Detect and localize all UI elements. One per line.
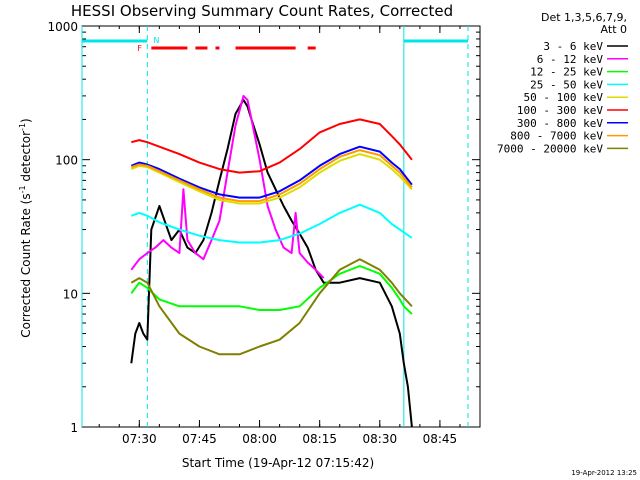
x-axis-label: Start Time (19-Apr-12 07:15:42) (182, 456, 374, 470)
series-line (130, 258, 413, 356)
x-tick-label: 07:45 (182, 432, 217, 446)
series-line (130, 149, 413, 203)
chart-title: HESSI Observing Summary Count Rates, Cor… (71, 2, 453, 20)
series-line (131, 118, 413, 174)
y-axis-label-main: Corrected Count Rate (s (19, 193, 33, 337)
legend-item-label: 3 - 6 keV (543, 40, 603, 53)
y-tick-label: 1000 (47, 20, 78, 34)
series-line (130, 203, 413, 244)
series-line (130, 94, 325, 279)
legend-item-label: 7000 - 20000 keV (497, 142, 603, 155)
flare-flag-label: F (137, 44, 142, 53)
y-tick-label: 100 (55, 154, 78, 168)
series-line (130, 265, 413, 315)
y-axis-label: Corrected Count Rate (s-1 detector-1) (18, 118, 33, 337)
legend-item-label: 800 - 7000 keV (510, 130, 603, 143)
legend-item-label: 300 - 800 keV (517, 117, 603, 130)
y-axis-label-mid: detector (19, 131, 33, 186)
x-tick-label: 08:30 (363, 432, 398, 446)
legend-item-label: 50 - 100 keV (524, 91, 604, 104)
interval-lines (81, 26, 469, 427)
series-line (130, 153, 413, 205)
y-axis-label-end: ) (19, 118, 33, 123)
night-flag-label: N (153, 36, 159, 45)
x-tick-label: 08:15 (302, 432, 337, 446)
legend-header-detectors: Det 1,3,5,6,7,9, (541, 11, 627, 24)
y-axis-label-sup-1: -1 (18, 185, 27, 193)
flag-bars: NF (82, 36, 468, 53)
y-tick-label: 1 (70, 421, 78, 435)
footer-date: 19-Apr-2012 13:25 (571, 469, 637, 477)
legend-item-label: 6 - 12 keV (537, 53, 604, 66)
y-axis-label-sup-2: -1 (18, 123, 27, 131)
plot-frame (81, 25, 481, 428)
x-tick-label: 08:45 (423, 432, 458, 446)
x-tick-label: 07:30 (122, 432, 157, 446)
axes-layer: 07:30 07:45 08:00 08:15 08:30 08:45 1 10 100 1000 (47, 20, 481, 446)
series-line (130, 145, 413, 199)
series-layer (130, 94, 413, 428)
x-tick-label: 08:00 (242, 432, 277, 446)
y-tick-label: 10 (63, 287, 78, 301)
legend-item-label: 25 - 50 keV (530, 78, 603, 91)
legend-item-label: 100 - 300 keV (517, 104, 603, 117)
legend-header-attenuator: Att 0 (601, 23, 627, 36)
legend-item-label: 12 - 25 keV (530, 66, 603, 79)
